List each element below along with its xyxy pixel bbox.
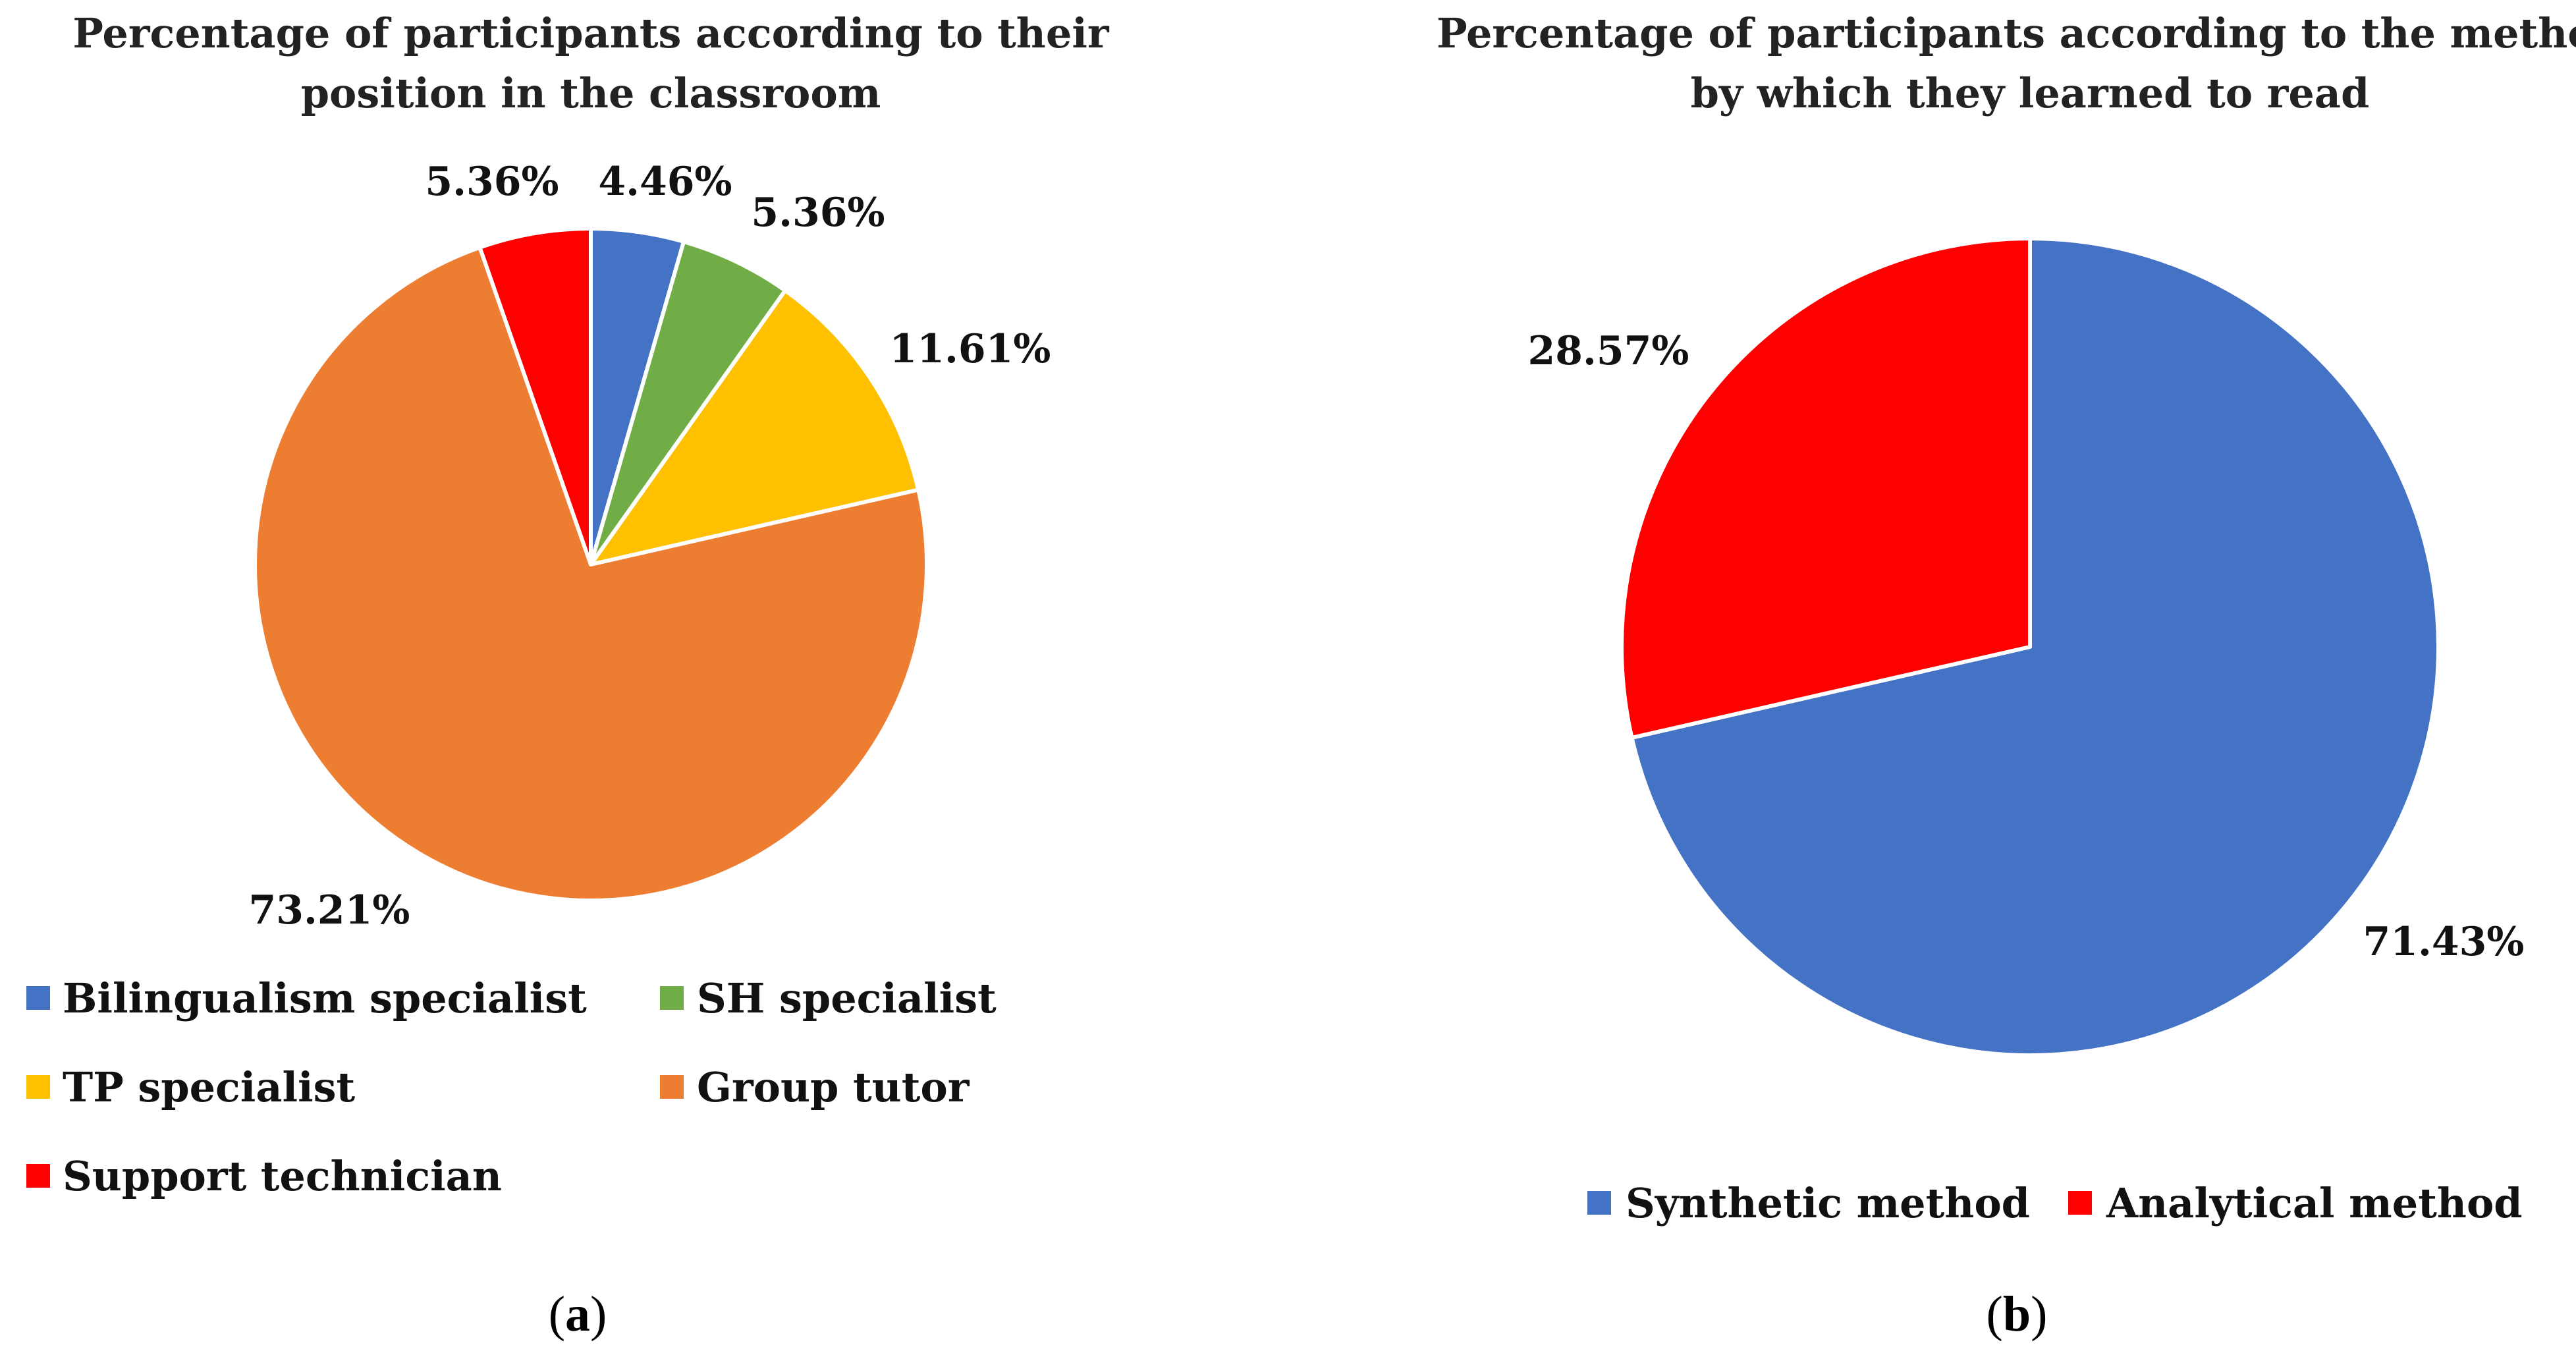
chart-a-slice-group-tutor (253, 245, 929, 902)
chart-a-data-label-tp-specialist: 11.61% (890, 326, 1051, 372)
legend-swatch-bilingualism-specialist (26, 986, 50, 1010)
chart-b-title-line-1: Percentage of participants according to … (1437, 9, 2576, 57)
legend-label-analytical-method: Analytical method (2106, 1179, 2523, 1227)
chart-a-legend-item: Support technician (26, 1152, 502, 1200)
caption-letter-b: b (2003, 1286, 2031, 1342)
chart-a-data-label-bilingualism-specialist: 4.46% (598, 159, 732, 205)
legend-label-group-tutor: Group tutor (697, 1063, 970, 1111)
legend-label-bilingualism-specialist: Bilingualism specialist (63, 974, 587, 1022)
chart-b-data-label-analytical-method: 28.57% (1528, 328, 1689, 374)
chart-a-legend-item: Bilingualism specialist (26, 974, 587, 1022)
chart-b-title-line-2: by which they learned to read (1691, 69, 2370, 117)
chart-b-data-label-synthetic-method: 71.43% (2363, 919, 2525, 965)
chart-a-data-label-support-technician: 5.36% (425, 159, 559, 205)
chart-b-data-labels: 71.43% 28.57% (1528, 328, 2525, 965)
chart-b-slice-synthetic-method (1630, 236, 2440, 1057)
chart-a-slice-sh-specialist (589, 239, 788, 567)
chart-b: Percentage of participants according to … (1437, 9, 2576, 1342)
chart-a-data-labels: 4.46% 5.36% 11.61% 73.21% 5.36% (249, 159, 1051, 933)
legend-swatch-sh-specialist (660, 986, 684, 1010)
legend-swatch-tp-specialist (26, 1075, 50, 1099)
chart-b-pie (1620, 236, 2440, 1057)
caption-open-paren: ( (549, 1286, 565, 1342)
legend-label-sh-specialist: SH specialist (697, 974, 997, 1022)
chart-b-caption: (b) (1987, 1286, 2048, 1342)
caption-open-paren: ( (1987, 1286, 2003, 1342)
chart-a-legend: Bilingualism specialist SH specialist TP… (26, 974, 997, 1200)
chart-a-title-line-2: position in the classroom (301, 69, 881, 117)
legend-label-tp-specialist: TP specialist (63, 1063, 356, 1111)
caption-close-paren: ) (2031, 1286, 2047, 1342)
chart-a-legend-item: TP specialist (26, 1063, 356, 1111)
chart-b-legend-item: Analytical method (2068, 1179, 2523, 1227)
chart-a-slice-tp-specialist (589, 289, 921, 567)
chart-a: Percentage of participants according to … (26, 9, 1110, 1342)
legend-swatch-analytical-method (2068, 1191, 2092, 1215)
chart-a-slice-support-technician (478, 227, 593, 567)
caption-close-paren: ) (590, 1286, 607, 1342)
chart-a-caption: (a) (549, 1286, 607, 1342)
chart-a-title-line-1: Percentage of participants according to … (72, 9, 1109, 57)
legend-label-synthetic-method: Synthetic method (1626, 1179, 2030, 1227)
chart-a-data-label-group-tutor: 73.21% (249, 887, 410, 933)
chart-b-legend-item: Synthetic method (1587, 1179, 2030, 1227)
legend-swatch-support-technician (26, 1164, 50, 1188)
chart-a-legend-item: Group tutor (660, 1063, 970, 1111)
chart-a-data-label-sh-specialist: 5.36% (751, 190, 885, 236)
caption-letter-a: a (565, 1286, 590, 1342)
legend-swatch-synthetic-method (1587, 1191, 1611, 1215)
chart-b-legend: Synthetic method Analytical method (1587, 1179, 2523, 1227)
chart-b-slice-analytical-method (1620, 236, 2032, 740)
chart-a-pie (253, 227, 929, 902)
legend-label-support-technician: Support technician (63, 1152, 502, 1200)
chart-a-legend-item: SH specialist (660, 974, 997, 1022)
legend-swatch-group-tutor (660, 1075, 684, 1099)
